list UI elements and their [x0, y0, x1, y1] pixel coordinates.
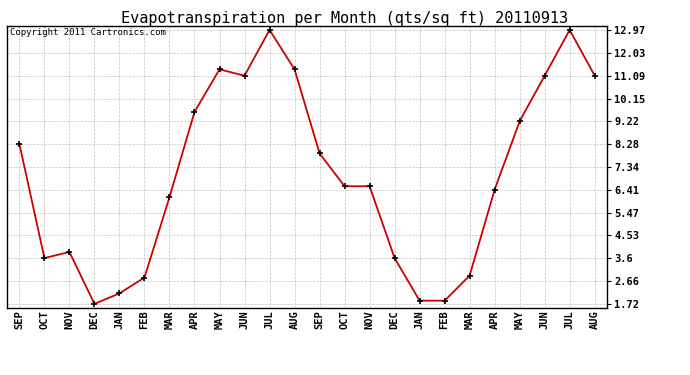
Text: Copyright 2011 Cartronics.com: Copyright 2011 Cartronics.com — [10, 28, 166, 37]
Text: Evapotranspiration per Month (qts/sq ft) 20110913: Evapotranspiration per Month (qts/sq ft)… — [121, 11, 569, 26]
